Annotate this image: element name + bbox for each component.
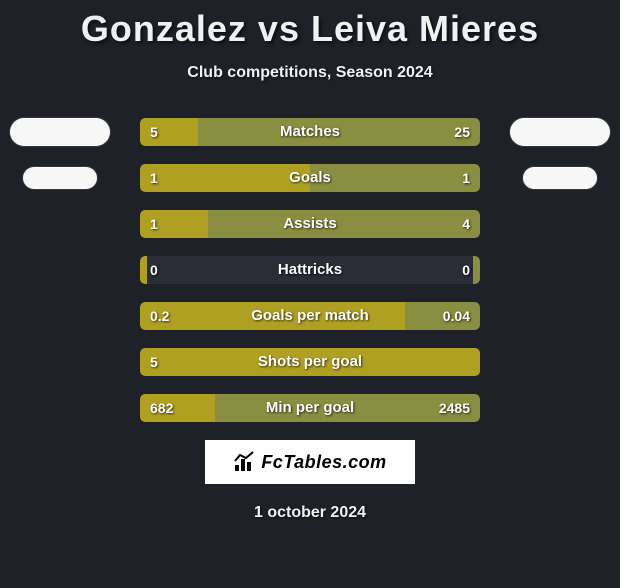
bar-track: 525Matches — [140, 118, 480, 146]
value-right: 0 — [452, 256, 480, 284]
date-label: 1 october 2024 — [0, 504, 620, 522]
logo-text: FcTables.com — [261, 452, 386, 473]
bar-track: 0.20.04Goals per match — [140, 302, 480, 330]
logo-box: FcTables.com — [205, 440, 415, 484]
bar-left — [140, 302, 405, 330]
page-title: Gonzalez vs Leiva Mieres — [0, 8, 620, 50]
value-left: 0 — [140, 256, 168, 284]
player-badge-right — [510, 118, 610, 146]
bar-left — [140, 348, 480, 376]
bar-label: Hattricks — [140, 256, 480, 284]
team-badge-left — [23, 167, 97, 189]
value-right: 0.04 — [433, 302, 480, 330]
value-left: 1 — [140, 164, 168, 192]
value-left: 0.2 — [140, 302, 179, 330]
value-right: 2485 — [429, 394, 480, 422]
bar-track: 11Goals — [140, 164, 480, 192]
bar-right — [208, 210, 480, 238]
chart-icon — [233, 451, 257, 473]
value-right: 25 — [444, 118, 480, 146]
comparison-row: 525Matches — [0, 118, 620, 146]
player-badge-left — [10, 118, 110, 146]
value-left: 5 — [140, 348, 168, 376]
comparison-row: 0 0Hattricks — [0, 256, 620, 284]
comparison-chart: 525Matches11Goals14Assists00Hattricks0.2… — [0, 118, 620, 422]
value-left: 682 — [140, 394, 183, 422]
comparison-row: 6822485Min per goal — [0, 394, 620, 422]
value-left: 1 — [140, 210, 168, 238]
value-right: 4 — [452, 210, 480, 238]
value-right: 1 — [452, 164, 480, 192]
bar-track: 5Shots per goal — [140, 348, 480, 376]
comparison-row: 0.20.04Goals per match — [0, 302, 620, 330]
bar-right — [198, 118, 480, 146]
value-right — [460, 348, 480, 376]
comparison-row: 5Shots per goal — [0, 348, 620, 376]
team-badge-right — [523, 167, 597, 189]
bar-track: 14Assists — [140, 210, 480, 238]
value-left: 5 — [140, 118, 168, 146]
bar-track: 6822485Min per goal — [140, 394, 480, 422]
bar-track: 0 0Hattricks — [140, 256, 480, 284]
comparison-row: 11Goals — [0, 164, 620, 192]
subtitle: Club competitions, Season 2024 — [0, 64, 620, 82]
comparison-row: 14Assists — [0, 210, 620, 238]
